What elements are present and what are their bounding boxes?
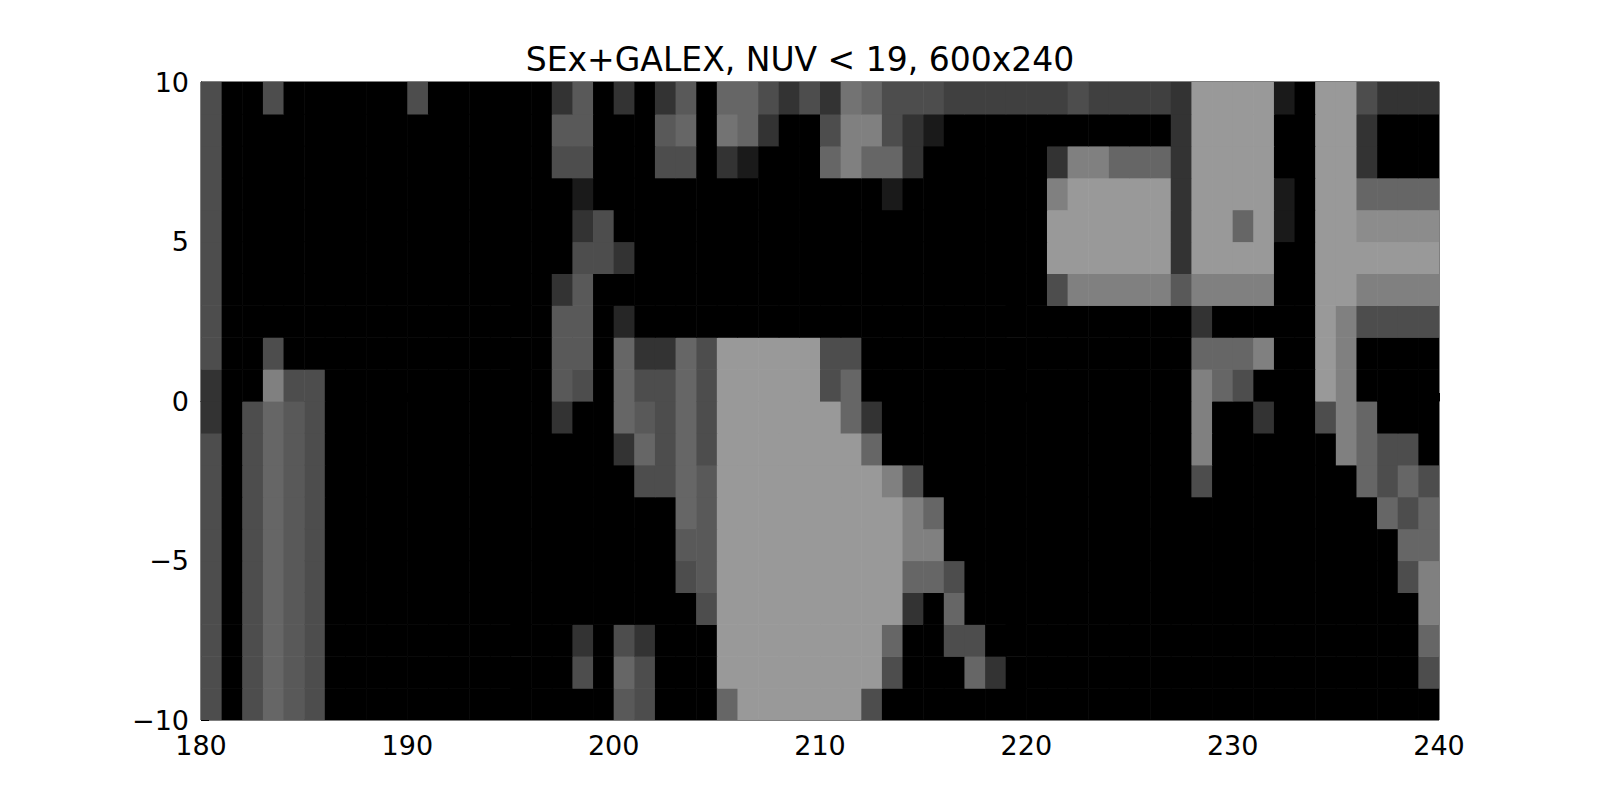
svg-text:5: 5 xyxy=(172,226,189,257)
svg-text:230: 230 xyxy=(1207,730,1259,761)
svg-text:240: 240 xyxy=(1413,730,1465,761)
svg-text:−5: −5 xyxy=(149,545,189,576)
svg-text:190: 190 xyxy=(382,730,434,761)
svg-text:10: 10 xyxy=(155,67,189,98)
svg-text:210: 210 xyxy=(794,730,846,761)
svg-text:−10: −10 xyxy=(132,704,189,736)
svg-text:220: 220 xyxy=(1001,730,1053,761)
svg-text:200: 200 xyxy=(588,730,640,761)
svg-text:180: 180 xyxy=(175,730,227,761)
svg-text:SEx+GALEX, NUV < 19, 600x240: SEx+GALEX, NUV < 19, 600x240 xyxy=(526,40,1074,79)
svg-text:0: 0 xyxy=(172,386,189,417)
